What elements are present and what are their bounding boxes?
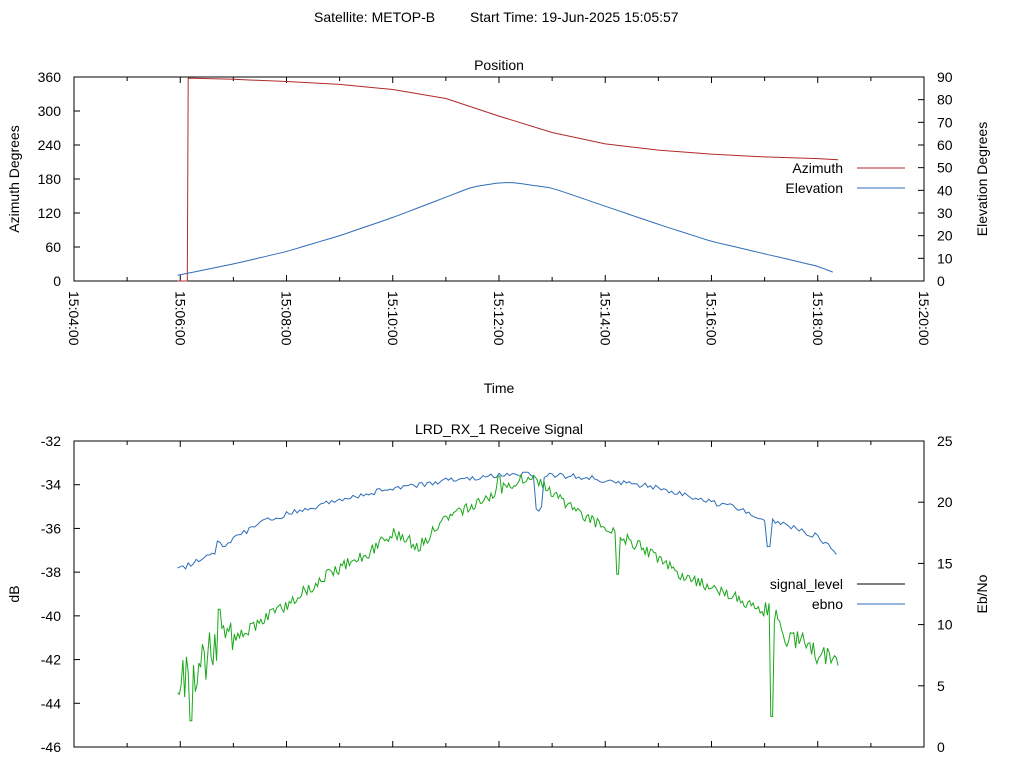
y2-tick-label: 70 xyxy=(937,114,953,130)
y-tick-label: -34 xyxy=(41,477,61,493)
plot-frame xyxy=(73,76,925,282)
x-tick-label: 15:20:00 xyxy=(916,291,932,346)
x-tick-label: 15:14:00 xyxy=(597,291,613,346)
y2-tick-label: 60 xyxy=(937,137,953,153)
y-tick-label: 180 xyxy=(38,171,62,187)
y2-tick-label: 5 xyxy=(937,678,945,694)
y2-tick-label: 0 xyxy=(937,739,945,755)
x-tick-label: 15:12:00 xyxy=(491,291,507,346)
header-start-time: Start Time: 19-Jun-2025 15:05:57 xyxy=(470,9,679,25)
y2-tick-label: 20 xyxy=(937,228,953,244)
y-axis-label: dB xyxy=(6,585,22,602)
plot-frame xyxy=(73,440,925,748)
x-tick-label: 15:08:00 xyxy=(279,291,295,346)
x-axis-label: Time xyxy=(484,380,515,396)
y-tick-label: -38 xyxy=(41,564,61,580)
y-tick-label: -32 xyxy=(41,433,61,449)
y2-tick-label: 10 xyxy=(937,250,953,266)
elevation-line xyxy=(177,182,833,276)
y2-tick-label: 40 xyxy=(937,182,953,198)
y2-tick-label: 90 xyxy=(937,69,953,85)
signal-level-line xyxy=(177,474,839,722)
x-tick-label: 15:10:00 xyxy=(385,291,401,346)
y2-axis-label: Eb/No xyxy=(974,574,990,613)
ebno-line xyxy=(177,471,837,570)
y2-tick-label: 25 xyxy=(937,433,953,449)
legend-label-azimuth: Azimuth xyxy=(792,160,843,176)
y-tick-label: 0 xyxy=(53,273,61,289)
y2-tick-label: 15 xyxy=(937,555,953,571)
y2-tick-label: 0 xyxy=(937,273,945,289)
x-tick-label: 15:18:00 xyxy=(810,291,826,346)
legend-label-ebno: ebno xyxy=(812,596,843,612)
y2-tick-label: 80 xyxy=(937,92,953,108)
chart-title: Position xyxy=(474,57,524,73)
header-satellite: Satellite: METOP-B xyxy=(314,9,435,25)
y-tick-label: -40 xyxy=(41,608,61,624)
y2-tick-label: 30 xyxy=(937,205,953,221)
y2-tick-label: 10 xyxy=(937,617,953,633)
y-tick-label: -36 xyxy=(41,520,61,536)
x-tick-label: 15:04:00 xyxy=(66,291,82,346)
azimuth-line xyxy=(177,77,839,282)
y2-tick-label: 50 xyxy=(937,160,953,176)
receive-signal-chart: LRD_RX_1 Receive Signal -46 -44 -42 -40 -38 -3… xyxy=(6,421,990,755)
legend-label-signal-level: signal_level xyxy=(770,576,843,592)
y2-tick-label: 20 xyxy=(937,494,953,510)
position-chart: Position 0 60 120 180 240 300 360 0 10 20 30 40 50 60 7… xyxy=(6,57,990,396)
legend-label-elevation: Elevation xyxy=(785,180,843,196)
y-tick-label: -42 xyxy=(41,652,61,668)
y2-axis-label: Elevation Degrees xyxy=(974,122,990,236)
y-tick-label: 300 xyxy=(38,103,62,119)
y-axis-label: Azimuth Degrees xyxy=(6,125,22,232)
x-tick-label: 15:16:00 xyxy=(704,291,720,346)
y-tick-label: 120 xyxy=(38,205,62,221)
y-tick-label: -44 xyxy=(41,695,61,711)
y-tick-label: 60 xyxy=(45,239,61,255)
chart-title: LRD_RX_1 Receive Signal xyxy=(415,421,583,437)
x-tick-label: 15:06:00 xyxy=(172,291,188,346)
y-tick-label: -46 xyxy=(41,739,61,755)
y-tick-label: 360 xyxy=(38,69,62,85)
y-tick-label: 240 xyxy=(38,137,62,153)
